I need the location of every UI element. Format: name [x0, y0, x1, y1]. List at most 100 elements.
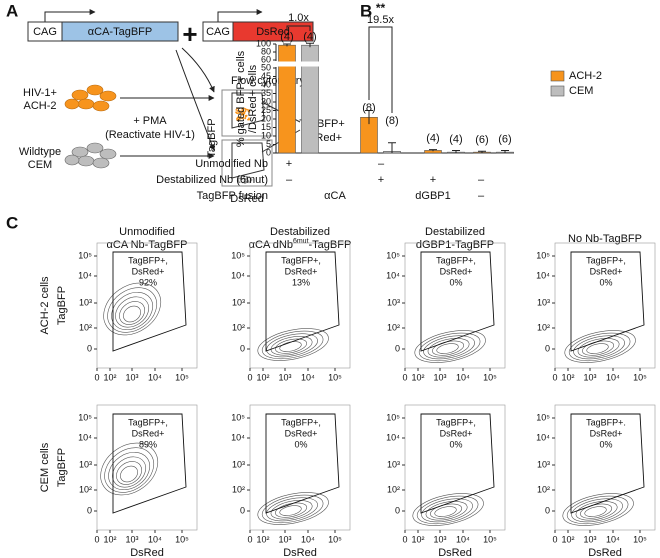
contour — [412, 493, 484, 526]
y-tick-label: 35 — [261, 88, 271, 98]
x-tick-label: 10² — [411, 534, 424, 544]
x-tick-label: 10⁵ — [633, 372, 647, 382]
error-bar — [501, 149, 509, 153]
panel-label: B — [360, 1, 372, 20]
dot — [241, 109, 244, 112]
dot — [235, 108, 238, 111]
contour — [270, 336, 313, 356]
column-title: dGBP1-TagBFP — [416, 239, 494, 251]
gate-label: DsRed+ — [285, 428, 318, 438]
y-tick-label: 10 — [261, 130, 271, 140]
y-tick-label: 10⁴ — [386, 270, 400, 280]
dot — [237, 177, 240, 180]
x-tick-label: 0 — [402, 534, 407, 544]
cells-ach2 — [64, 84, 117, 112]
legend-label: CEM — [569, 85, 593, 97]
axis-label: DsRed — [588, 547, 622, 558]
y-tick-label: 10⁴ — [386, 432, 400, 442]
x-tick-label: 10² — [256, 372, 269, 382]
gate — [570, 413, 645, 514]
condition-mark: – — [286, 174, 293, 186]
n-label: (8) — [385, 115, 398, 127]
promoter-text: CAG — [33, 26, 57, 38]
error-bar — [306, 42, 314, 48]
y-tick-label: 10³ — [79, 459, 92, 469]
gate-label: TagBFP+, — [436, 417, 476, 427]
dot — [243, 182, 246, 184]
contour — [584, 506, 607, 517]
x-tick-label: 10⁵ — [328, 534, 342, 544]
dot — [246, 181, 248, 183]
x-tick-label: 10² — [103, 534, 116, 544]
gate-label: 0% — [449, 439, 462, 449]
y-tick-label: 10³ — [79, 297, 92, 307]
dot — [247, 110, 250, 113]
gate-label: DsRed+ — [590, 266, 623, 276]
y-tick-label: 10⁴ — [231, 270, 245, 280]
contour — [434, 506, 457, 517]
y-tick-label: 10⁵ — [536, 412, 550, 422]
x-tick-label: 0 — [94, 372, 99, 382]
y-tick-label: 10⁵ — [231, 412, 245, 422]
gate-label: TagBFP+, — [586, 255, 626, 265]
panel-label: C — [6, 213, 18, 232]
axis-label: DsRed — [438, 547, 472, 558]
y-tick-label: 0 — [240, 505, 245, 515]
gate-label: DsRed+ — [285, 266, 318, 276]
cell-label: HIV-1+ — [23, 87, 57, 99]
legend-swatch — [550, 85, 565, 97]
gate-label: DsRed+ — [440, 266, 473, 276]
error-bar — [452, 149, 460, 153]
gate-label: TagBFP+. — [586, 417, 626, 427]
x-tick-label: 10⁴ — [301, 534, 315, 544]
y-tick-label: 0 — [240, 343, 245, 353]
contour — [275, 338, 308, 354]
y-tick-label: 10⁴ — [536, 432, 550, 442]
contour — [108, 451, 151, 491]
y-tick-label: 10⁵ — [231, 250, 245, 260]
column-title: Destabilized — [270, 226, 330, 238]
annotation: 1.0x — [288, 12, 309, 24]
y-tick-label: 10⁵ — [386, 250, 400, 260]
contour — [261, 330, 324, 360]
n-label: (4) — [426, 133, 439, 145]
y-tick-label: 10² — [79, 484, 92, 494]
x-tick-label: 10⁴ — [148, 534, 162, 544]
gate-label: TagBFP+, — [128, 255, 168, 265]
condition-mark: + — [430, 174, 436, 186]
dot — [243, 112, 246, 115]
y-tick-label: 10⁴ — [78, 270, 92, 280]
panel-a: A CAG αCA-TagBFP + CAG DsRed HIV-1+ ACH-… — [6, 1, 345, 204]
gate-label: 0% — [449, 277, 462, 287]
x-tick-label: 10⁴ — [148, 372, 162, 382]
contour — [418, 332, 481, 362]
column-title-part: αCA dNb — [249, 239, 293, 251]
treatment: (Reactivate HIV-1) — [105, 129, 195, 141]
column-title: αCA dNb6mut-TagBFP — [249, 238, 352, 251]
y-axis-label-line: % gated BFP+ cells — [235, 50, 247, 147]
gate-label: 0% — [599, 439, 612, 449]
dot — [237, 109, 239, 112]
dot — [236, 107, 239, 110]
x-tick-label: 0 — [552, 372, 557, 382]
dot — [244, 115, 247, 118]
contour — [266, 497, 318, 522]
gate — [420, 413, 495, 514]
n-label: (4) — [303, 31, 316, 43]
gate — [265, 251, 340, 352]
gate-label: 92% — [139, 277, 157, 287]
dot — [246, 108, 249, 111]
dot — [244, 110, 247, 113]
dot — [238, 175, 240, 178]
x-tick-label: 10⁵ — [175, 534, 189, 544]
x-tick-label: 10⁵ — [483, 372, 497, 382]
x-tick-label: 0 — [94, 534, 99, 544]
cell-label: Wildtype — [19, 146, 61, 158]
condition-mark: αCA — [324, 190, 346, 202]
gate — [265, 413, 340, 514]
y-tick-label: 10² — [232, 322, 245, 332]
dot — [246, 176, 249, 178]
y-axis-label: % gated BFP+ cells/DsRed+ cells — [235, 50, 259, 147]
x-tick-label: 0 — [247, 372, 252, 382]
